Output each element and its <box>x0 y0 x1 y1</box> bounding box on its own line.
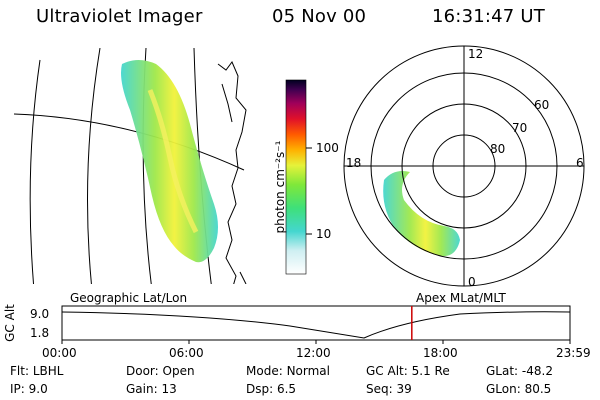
coastline <box>217 61 247 284</box>
status-ip: IP: 9.0 <box>10 382 48 396</box>
status-glat: GLat: -48.2 <box>486 364 553 378</box>
status-gc-alt: GC Alt: 5.1 Re <box>366 364 450 378</box>
meridian-line <box>87 48 101 284</box>
colorbar-label-100: 100 <box>316 141 339 155</box>
altitude-plot-frame <box>61 305 571 341</box>
status-door: Door: Open <box>126 364 195 378</box>
date-readout: 05 Nov 00 <box>272 6 367 27</box>
polar-mlt-plot <box>343 45 585 287</box>
altitude-ytick-9: 9.0 <box>30 307 50 321</box>
meridian-line <box>29 59 41 284</box>
altitude-curve <box>61 311 571 339</box>
geographic-panel-label: Geographic Lat/Lon <box>70 291 188 305</box>
mlt-label-0: 0 <box>468 275 476 289</box>
colorbar-label-10: 10 <box>316 227 332 241</box>
aurora-oval <box>383 171 460 257</box>
status-gain: Gain: 13 <box>126 382 177 396</box>
mlat-label-70: 70 <box>512 121 528 135</box>
status-glon: GLon: 80.5 <box>486 382 552 396</box>
parallel-line <box>14 113 245 171</box>
aurora-core <box>147 89 199 234</box>
status-mode: Mode: Normal <box>246 364 330 378</box>
apex-panel-label: Apex MLat/MLT <box>416 291 506 305</box>
altitude-xlabel-1800: 18:00 <box>423 346 458 360</box>
geographic-map-panel <box>14 48 247 284</box>
colorbar-unit-label: photon cm⁻²s⁻¹ <box>273 140 287 234</box>
status-dsp: Dsp: 6.5 <box>246 382 297 396</box>
coastline-inland <box>221 83 247 284</box>
mlt-label-18: 18 <box>346 156 362 170</box>
mlt-label-12: 12 <box>468 47 484 61</box>
status-seq: Seq: 39 <box>366 382 412 396</box>
mlat-label-80: 80 <box>490 142 506 156</box>
mlt-label-6: 6 <box>576 156 584 170</box>
time-readout: 16:31:47 UT <box>432 6 545 27</box>
altitude-xlabel-0600: 06:00 <box>169 346 204 360</box>
altitude-xlabel-0000: 00:00 <box>42 346 77 360</box>
app-title: Ultraviolet Imager <box>36 6 203 27</box>
status-filter: Flt: LBHL <box>10 364 64 378</box>
altitude-xlabel-2359: 23:59 <box>556 346 591 360</box>
mlat-label-60: 60 <box>534 98 550 112</box>
altitude-ylabel: GC Alt <box>3 304 17 342</box>
colorbar <box>285 79 307 275</box>
altitude-xlabel-1200: 12:00 <box>296 346 331 360</box>
altitude-ytick-1-8: 1.8 <box>30 326 50 340</box>
